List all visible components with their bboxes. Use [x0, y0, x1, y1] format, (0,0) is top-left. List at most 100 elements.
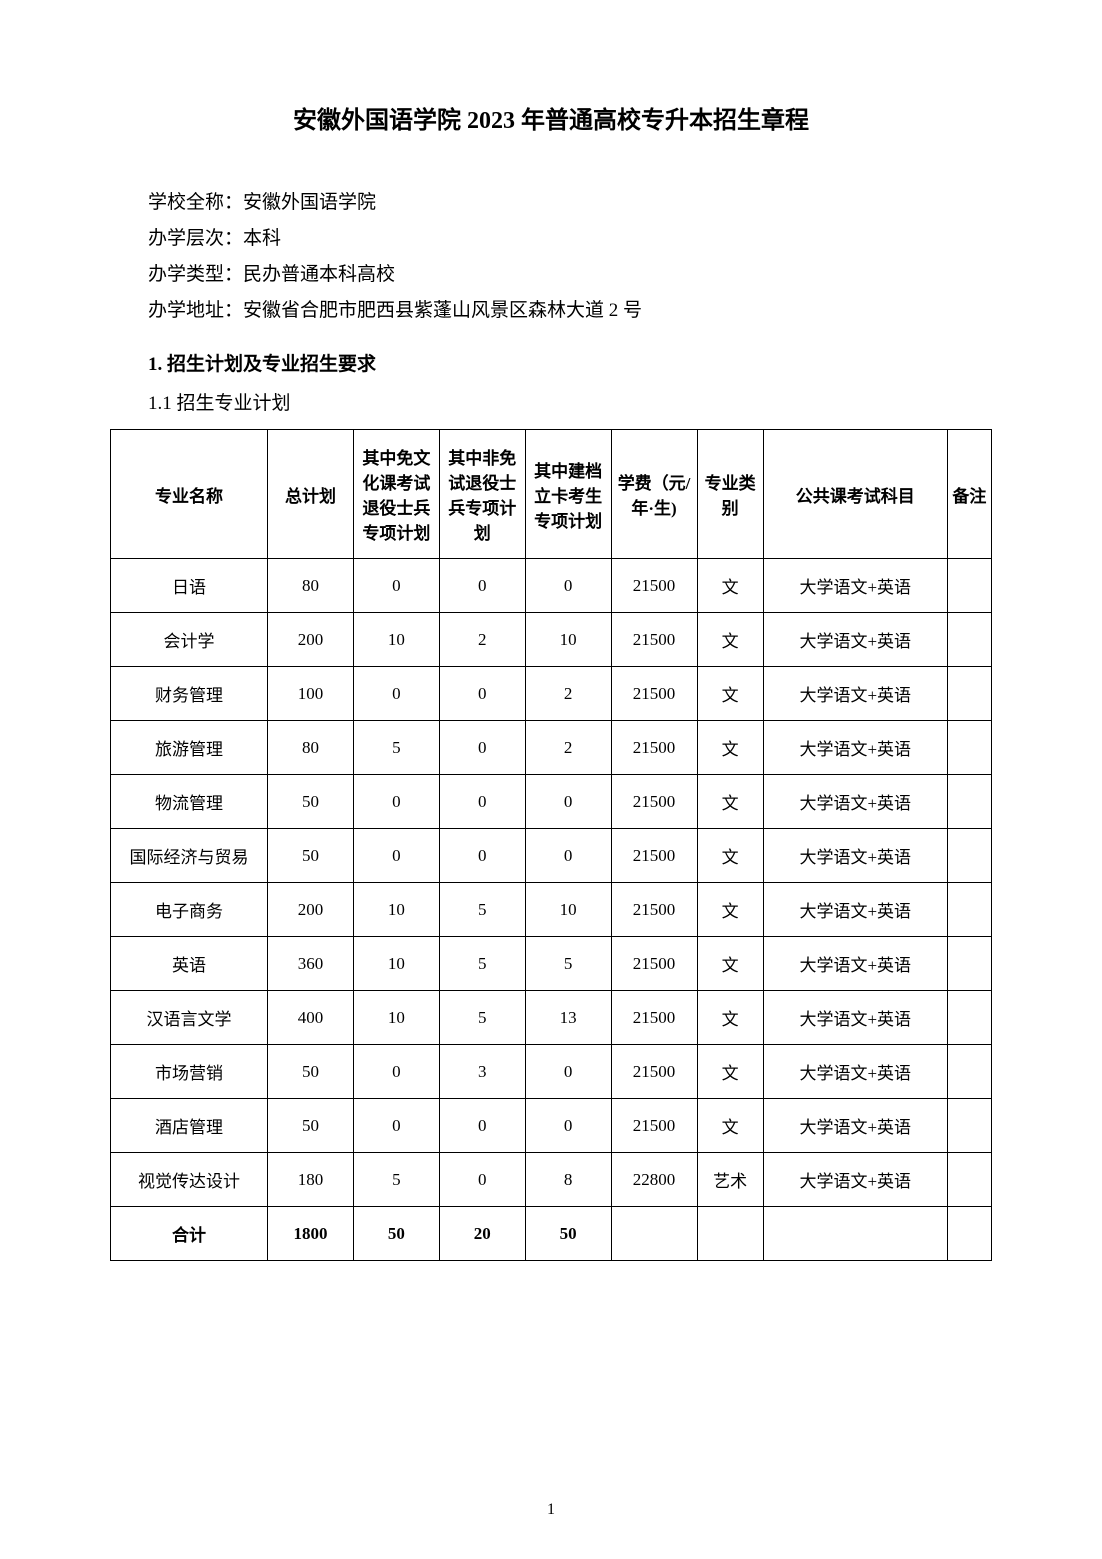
- table-row: 会计学2001021021500文大学语文+英语: [111, 613, 992, 667]
- cell-plan1: 5: [353, 1153, 439, 1207]
- total-cell-remark: [947, 1207, 991, 1261]
- cell-remark: [947, 559, 991, 613]
- cell-fee: 21500: [611, 883, 697, 937]
- cell-remark: [947, 1045, 991, 1099]
- cell-plan3: 2: [525, 667, 611, 721]
- cell-plan2: 5: [439, 883, 525, 937]
- cell-plan3: 0: [525, 559, 611, 613]
- header-remark: 备注: [947, 430, 991, 559]
- school-type-label: 办学类型：: [148, 264, 243, 285]
- cell-category: 艺术: [697, 1153, 763, 1207]
- cell-total: 360: [268, 937, 354, 991]
- cell-plan1: 10: [353, 937, 439, 991]
- cell-category: 文: [697, 829, 763, 883]
- cell-remark: [947, 613, 991, 667]
- school-level-row: 办学层次：本科: [110, 221, 992, 257]
- cell-plan2: 5: [439, 937, 525, 991]
- cell-fee: 21500: [611, 1045, 697, 1099]
- total-cell-fee: [611, 1207, 697, 1261]
- cell-total: 50: [268, 1045, 354, 1099]
- cell-fee: 21500: [611, 775, 697, 829]
- cell-major: 旅游管理: [111, 721, 268, 775]
- section-1-1: 1.1 招生专业计划: [110, 388, 992, 415]
- cell-plan1: 10: [353, 991, 439, 1045]
- table-row: 电子商务2001051021500文大学语文+英语: [111, 883, 992, 937]
- total-cell-exam: [763, 1207, 947, 1261]
- table-total-row: 合计1800502050: [111, 1207, 992, 1261]
- section-1-heading: 1. 招生计划及专业招生要求: [110, 349, 992, 376]
- header-plan2: 其中非免试退役士兵专项计划: [439, 430, 525, 559]
- cell-exam: 大学语文+英语: [763, 613, 947, 667]
- cell-category: 文: [697, 559, 763, 613]
- cell-remark: [947, 1099, 991, 1153]
- cell-plan3: 0: [525, 775, 611, 829]
- cell-plan3: 10: [525, 883, 611, 937]
- header-category: 专业类别: [697, 430, 763, 559]
- school-address-row: 办学地址：安徽省合肥市肥西县紫蓬山风景区森林大道 2 号: [110, 293, 992, 329]
- total-cell-total: 1800: [268, 1207, 354, 1261]
- total-cell-major: 合计: [111, 1207, 268, 1261]
- cell-total: 200: [268, 883, 354, 937]
- cell-fee: 22800: [611, 1153, 697, 1207]
- cell-plan1: 10: [353, 883, 439, 937]
- cell-plan2: 0: [439, 721, 525, 775]
- cell-category: 文: [697, 775, 763, 829]
- cell-plan2: 3: [439, 1045, 525, 1099]
- cell-plan1: 0: [353, 1099, 439, 1153]
- cell-exam: 大学语文+英语: [763, 667, 947, 721]
- cell-exam: 大学语文+英语: [763, 775, 947, 829]
- total-cell-plan3: 50: [525, 1207, 611, 1261]
- page-number: 1: [0, 1501, 1102, 1519]
- header-plan1: 其中免文化课考试退役士兵专项计划: [353, 430, 439, 559]
- cell-fee: 21500: [611, 613, 697, 667]
- cell-remark: [947, 667, 991, 721]
- cell-exam: 大学语文+英语: [763, 721, 947, 775]
- cell-plan3: 0: [525, 829, 611, 883]
- cell-fee: 21500: [611, 991, 697, 1045]
- cell-plan1: 10: [353, 613, 439, 667]
- cell-exam: 大学语文+英语: [763, 1045, 947, 1099]
- cell-plan1: 0: [353, 667, 439, 721]
- header-total: 总计划: [268, 430, 354, 559]
- cell-remark: [947, 721, 991, 775]
- cell-plan2: 0: [439, 829, 525, 883]
- cell-fee: 21500: [611, 721, 697, 775]
- cell-fee: 21500: [611, 829, 697, 883]
- cell-exam: 大学语文+英语: [763, 559, 947, 613]
- cell-fee: 21500: [611, 937, 697, 991]
- cell-major: 财务管理: [111, 667, 268, 721]
- cell-fee: 21500: [611, 1099, 697, 1153]
- enrollment-plan-table: 专业名称 总计划 其中免文化课考试退役士兵专项计划 其中非免试退役士兵专项计划 …: [110, 429, 992, 1261]
- school-type-value: 民办普通本科高校: [243, 264, 395, 285]
- table-row: 汉语言文学4001051321500文大学语文+英语: [111, 991, 992, 1045]
- cell-category: 文: [697, 1099, 763, 1153]
- cell-remark: [947, 829, 991, 883]
- cell-plan2: 5: [439, 991, 525, 1045]
- table-row: 国际经济与贸易5000021500文大学语文+英语: [111, 829, 992, 883]
- cell-fee: 21500: [611, 559, 697, 613]
- cell-total: 100: [268, 667, 354, 721]
- header-exam: 公共课考试科目: [763, 430, 947, 559]
- cell-category: 文: [697, 991, 763, 1045]
- cell-total: 50: [268, 829, 354, 883]
- cell-major: 酒店管理: [111, 1099, 268, 1153]
- cell-exam: 大学语文+英语: [763, 1099, 947, 1153]
- cell-category: 文: [697, 667, 763, 721]
- cell-major: 物流管理: [111, 775, 268, 829]
- cell-major: 日语: [111, 559, 268, 613]
- table-row: 市场营销5003021500文大学语文+英语: [111, 1045, 992, 1099]
- cell-exam: 大学语文+英语: [763, 991, 947, 1045]
- cell-exam: 大学语文+英语: [763, 937, 947, 991]
- header-fee: 学费（元/年·生): [611, 430, 697, 559]
- table-row: 旅游管理8050221500文大学语文+英语: [111, 721, 992, 775]
- cell-plan3: 0: [525, 1099, 611, 1153]
- school-address-label: 办学地址：: [148, 300, 243, 321]
- cell-major: 汉语言文学: [111, 991, 268, 1045]
- cell-plan1: 0: [353, 829, 439, 883]
- school-type-row: 办学类型：民办普通本科高校: [110, 257, 992, 293]
- cell-category: 文: [697, 721, 763, 775]
- cell-plan3: 13: [525, 991, 611, 1045]
- cell-plan1: 0: [353, 559, 439, 613]
- table-row: 视觉传达设计18050822800艺术大学语文+英语: [111, 1153, 992, 1207]
- cell-remark: [947, 883, 991, 937]
